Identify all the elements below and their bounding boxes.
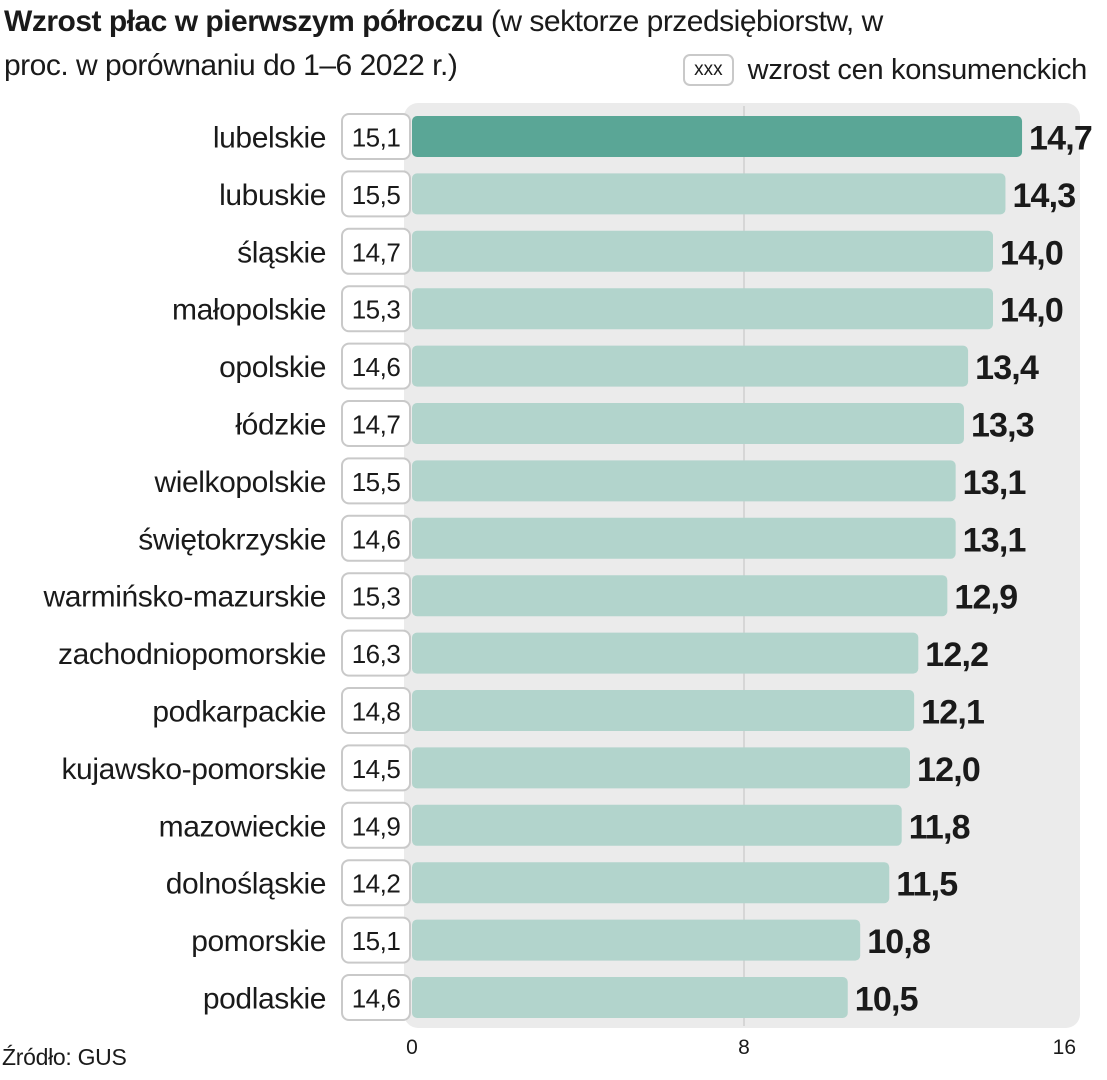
- price-growth-label: 15,1: [352, 123, 401, 153]
- price-growth-label: 15,5: [352, 467, 401, 497]
- bar-6: [412, 403, 964, 444]
- category-label: podkarpackie: [152, 696, 326, 729]
- category-label: lubuskie: [219, 179, 326, 212]
- price-growth-box: [341, 974, 411, 1021]
- bar-5: [412, 345, 969, 387]
- category-label: lubelskie: [213, 122, 326, 155]
- value-label: 14,0: [1000, 234, 1063, 272]
- bar-8: [412, 517, 956, 559]
- x-tick-label: 8: [738, 1036, 750, 1059]
- bar-11: [412, 690, 915, 731]
- category-label: warmińsko-mazurskie: [43, 581, 326, 614]
- bar-3: [412, 230, 993, 272]
- price-growth-box: [341, 227, 411, 275]
- price-growth-label: 14,6: [352, 524, 401, 554]
- price-growth-box: [341, 687, 411, 734]
- value-label: 11,5: [896, 866, 957, 904]
- bar-7: [412, 460, 956, 502]
- category-label: dolnośląskie: [166, 868, 326, 901]
- value-label: 13,1: [963, 521, 1026, 559]
- x-tick-label: 16: [1053, 1036, 1076, 1059]
- chart-subtitle: (w sektorze przedsiębiorstw, w proc. w p…: [4, 5, 883, 82]
- value-label: 12,9: [954, 579, 1017, 617]
- price-growth-box: [341, 916, 411, 964]
- price-growth-label: 14,9: [352, 811, 401, 841]
- category-label: śląskie: [237, 236, 326, 269]
- price-growth-box: [341, 801, 411, 849]
- price-growth-label: 14,6: [352, 352, 401, 382]
- value-label: 12,1: [921, 694, 984, 732]
- bar-13: [412, 804, 902, 846]
- source-note: Źródło: GUS: [2, 1044, 127, 1070]
- price-growth-label: 14,8: [352, 697, 401, 727]
- price-growth-label: 14,7: [352, 237, 401, 267]
- category-label: podlaskie: [203, 983, 326, 1016]
- category-label: małopolskie: [172, 294, 326, 327]
- bar-15: [412, 919, 861, 961]
- bar-1: [412, 116, 1023, 157]
- bar-14: [412, 862, 890, 904]
- value-label: 14,7: [1029, 120, 1092, 158]
- price-growth-label: 15,3: [352, 582, 401, 612]
- value-label: 14,0: [1000, 292, 1063, 330]
- value-label: 11,8: [909, 808, 970, 846]
- price-growth-label: 14,7: [352, 410, 401, 440]
- legend: xxx wzrost cen konsumenckich: [683, 52, 1087, 88]
- legend-label: wzrost cen konsumenckich: [747, 53, 1088, 86]
- price-growth-box: [341, 629, 411, 677]
- price-growth-box: [341, 514, 411, 562]
- price-growth-label: 15,3: [352, 295, 401, 325]
- x-tick-label: 0: [406, 1036, 418, 1059]
- price-growth-box: [341, 572, 411, 620]
- price-growth-box: [341, 457, 411, 505]
- plot-background: [404, 103, 1080, 1028]
- category-label: świętokrzyskie: [138, 523, 326, 556]
- value-label: 13,1: [963, 464, 1026, 502]
- category-label: łódzkie: [235, 409, 326, 442]
- category-label: pomorskie: [191, 925, 326, 958]
- price-growth-box: [341, 400, 411, 447]
- category-label: kujawsko-pomorskie: [61, 753, 326, 786]
- chart-title: Wzrost płac w pierwszym półroczu (w sekt…: [4, 0, 944, 88]
- value-label: 13,4: [975, 349, 1039, 387]
- price-growth-label: 15,1: [352, 926, 401, 956]
- price-growth-box: [341, 744, 411, 792]
- price-growth-label: 16,3: [352, 639, 401, 669]
- price-growth-box: [341, 342, 411, 390]
- price-growth-box: [341, 859, 411, 907]
- price-growth-box: [341, 113, 411, 160]
- price-growth-box: [341, 170, 411, 218]
- chart-title-bold: Wzrost płac w pierwszym półroczu: [4, 5, 484, 38]
- category-label: opolskie: [219, 351, 326, 384]
- price-growth-label: 14,5: [352, 754, 401, 784]
- bar-10: [412, 632, 919, 674]
- value-label: 10,5: [855, 981, 918, 1019]
- price-growth-box: [341, 285, 411, 333]
- value-label: 13,3: [971, 407, 1034, 445]
- value-label: 10,8: [867, 923, 930, 961]
- category-label: zachodniopomorskie: [58, 638, 326, 671]
- category-label: wielkopolskie: [153, 466, 326, 499]
- value-label: 12,0: [917, 751, 980, 789]
- bar-9: [412, 575, 948, 617]
- bar-16: [412, 977, 848, 1018]
- price-growth-label: 14,2: [352, 869, 401, 899]
- bar-4: [412, 288, 993, 330]
- value-label: 14,3: [1012, 177, 1075, 215]
- legend-swatch-box: xxx: [683, 54, 734, 86]
- price-growth-label: 15,5: [352, 180, 401, 210]
- bar-2: [412, 173, 1006, 215]
- bar-12: [412, 747, 910, 789]
- category-label: mazowieckie: [159, 810, 326, 843]
- price-growth-label: 14,6: [352, 984, 401, 1014]
- value-label: 12,2: [925, 636, 988, 674]
